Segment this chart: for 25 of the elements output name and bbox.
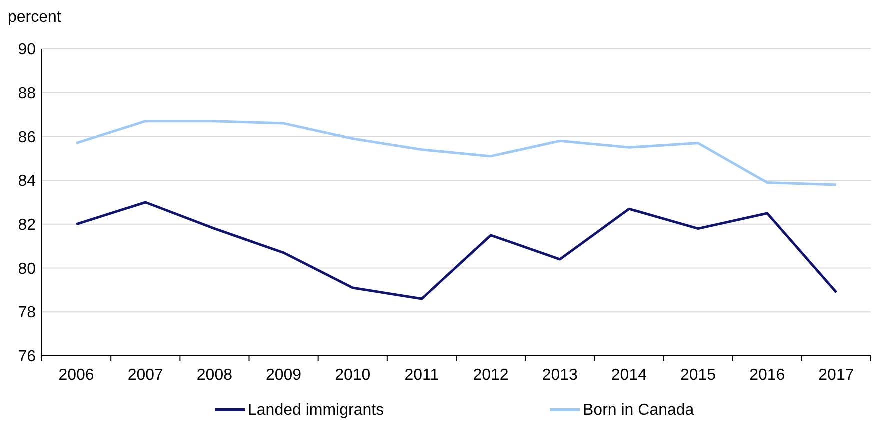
- legend-label: Born in Canada: [583, 402, 694, 419]
- y-tick-label: 78: [18, 304, 36, 322]
- legend-label: Landed immigrants: [248, 402, 384, 419]
- x-tick-label: 2009: [266, 367, 302, 384]
- y-tick-label: 80: [18, 260, 36, 278]
- x-tick-label: 2016: [750, 367, 786, 384]
- y-tick-label: 86: [18, 129, 36, 146]
- y-tick-label: 84: [18, 173, 36, 190]
- x-tick-label: 2006: [58, 367, 94, 384]
- x-tick-label: 2012: [473, 367, 509, 384]
- x-tick-label: 2011: [404, 367, 440, 384]
- x-tick-label: 2013: [542, 367, 578, 384]
- y-tick-label: 88: [18, 85, 36, 102]
- x-tick-label: 2008: [196, 367, 233, 384]
- y-axis-title: percent: [8, 9, 62, 26]
- line-series: [75, 120, 838, 186]
- x-tick-label: 2015: [680, 367, 716, 384]
- y-tick-label: 90: [18, 42, 36, 59]
- y-tick-label: 82: [18, 217, 36, 234]
- line-series: [75, 201, 838, 300]
- y-tick-label: 76: [18, 348, 36, 366]
- x-tick-label: 2017: [818, 367, 854, 384]
- x-tick-label: 2010: [335, 367, 371, 384]
- x-tick-label: 2014: [611, 367, 648, 384]
- x-tick-label: 2007: [128, 367, 164, 384]
